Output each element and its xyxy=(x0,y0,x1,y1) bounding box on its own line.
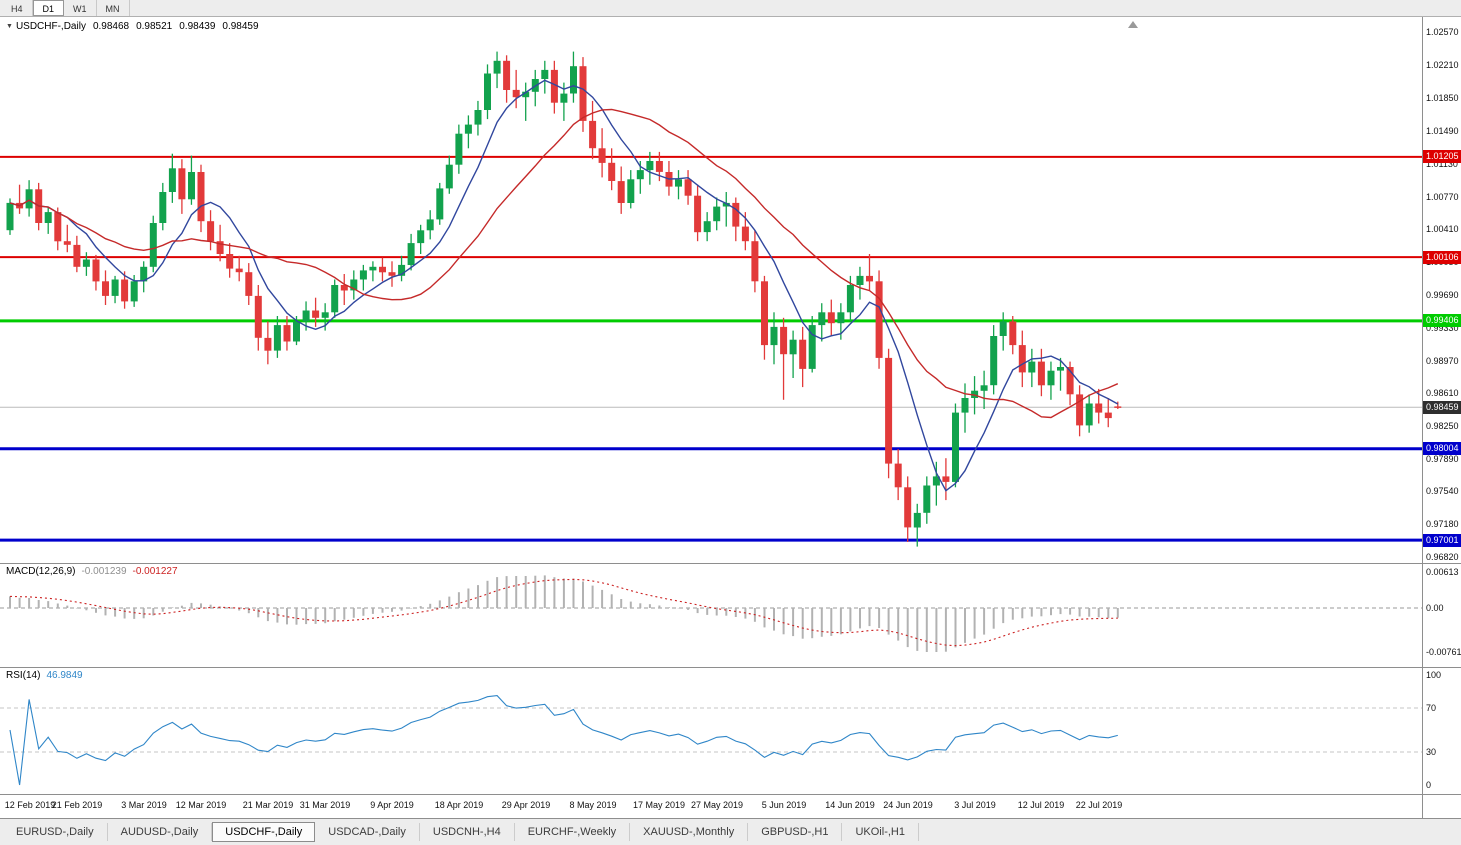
price-tick: 0.98610 xyxy=(1426,388,1459,398)
chart-tabs-bar: EURUSD-,Daily AUDUSD-,Daily USDCHF-,Daily U… xyxy=(0,818,1461,845)
tab-usdcnh-h4[interactable]: USDCNH-,H4 xyxy=(420,823,515,841)
tab-usdchf-daily[interactable]: USDCHF-,Daily xyxy=(212,822,316,842)
price-tick: 0.99330 xyxy=(1426,323,1459,333)
ohlc-low: 0.98439 xyxy=(179,21,216,32)
candlestick-chart[interactable] xyxy=(0,17,1422,563)
date-axis-row: 12 Feb 2019 21 Feb 2019 3 Mar 2019 12 Mar 2… xyxy=(0,794,1461,818)
rsi-tick: 100 xyxy=(1426,670,1442,680)
rsi-tick: 30 xyxy=(1426,747,1437,757)
macd-tick: -0.00761 xyxy=(1426,647,1461,657)
price-level-marker: 0.99406 xyxy=(1423,314,1461,327)
macd-chart[interactable] xyxy=(0,564,1422,666)
axis-corner xyxy=(1422,795,1461,818)
date-label: 12 Feb 2019 xyxy=(4,800,56,810)
macd-label: MACD(12,26,9) xyxy=(6,566,76,577)
timeframe-toolbar: H4 D1 W1 MN xyxy=(0,0,1461,17)
price-tick: 0.99690 xyxy=(1426,290,1459,300)
date-label: 5 Jun 2019 xyxy=(761,800,807,810)
ohlc-close: 0.98459 xyxy=(222,21,259,32)
timeframe-mn[interactable]: MN xyxy=(97,0,130,16)
price-tick: 0.97180 xyxy=(1426,519,1459,529)
chart-shift-marker-icon[interactable] xyxy=(1128,21,1138,28)
price-tick: 0.97540 xyxy=(1426,486,1459,496)
date-label: 31 Mar 2019 xyxy=(299,800,351,810)
tab-eurchf-weekly[interactable]: EURCHF-,Weekly xyxy=(515,823,631,841)
price-tick: 1.00410 xyxy=(1426,224,1459,234)
tab-audusd-daily[interactable]: AUDUSD-,Daily xyxy=(108,823,213,841)
date-label: 12 Jul 2019 xyxy=(1017,800,1065,810)
tab-gbpusd-h1[interactable]: GBPUSD-,H1 xyxy=(748,823,843,841)
tab-xauusd-monthly[interactable]: XAUUSD-,Monthly xyxy=(630,823,749,841)
timeframe-w1[interactable]: W1 xyxy=(64,0,97,16)
date-label: 9 Apr 2019 xyxy=(370,800,414,810)
price-tick: 0.98250 xyxy=(1426,421,1459,431)
price-tick: 1.02210 xyxy=(1426,60,1459,70)
rsi-panel: RSI(14) 46.9849 100 70 30 0 xyxy=(0,667,1461,794)
date-label: 18 Apr 2019 xyxy=(434,800,484,810)
main-chart-plot[interactable]: ▼ USDCHF-,Daily 0.98468 0.98521 0.98439 0.984… xyxy=(0,17,1422,563)
date-label: 29 Apr 2019 xyxy=(501,800,551,810)
rsi-tick: 0 xyxy=(1426,780,1432,790)
date-label: 27 May 2019 xyxy=(690,800,744,810)
price-tick: 1.02570 xyxy=(1426,27,1459,37)
price-tick: 1.01490 xyxy=(1426,126,1459,136)
price-level-marker: 0.97001 xyxy=(1423,534,1461,547)
ohlc-high: 0.98521 xyxy=(136,21,173,32)
main-chart-panel: ▼ USDCHF-,Daily 0.98468 0.98521 0.98439 0.984… xyxy=(0,17,1461,563)
date-label: 3 Mar 2019 xyxy=(121,800,167,810)
price-tick: 0.96820 xyxy=(1426,552,1459,562)
timeframe-h4[interactable]: H4 xyxy=(2,0,33,16)
macd-main-value: -0.001239 xyxy=(81,566,127,577)
rsi-tick: 70 xyxy=(1426,703,1437,713)
tab-usdcad-daily[interactable]: USDCAD-,Daily xyxy=(315,823,420,841)
rsi-header: RSI(14) 46.9849 xyxy=(6,670,83,681)
price-level-marker: 1.01205 xyxy=(1423,150,1461,163)
date-label: 3 Jul 2019 xyxy=(954,800,996,810)
price-tick: 1.01130 xyxy=(1426,159,1458,169)
date-label: 14 Jun 2019 xyxy=(825,800,875,810)
macd-panel: MACD(12,26,9) -0.001239 -0.001227 0.00613 0… xyxy=(0,563,1461,667)
rsi-value: 46.9849 xyxy=(46,670,83,681)
date-label: 17 May 2019 xyxy=(632,800,686,810)
macd-tick: 0.00 xyxy=(1426,603,1444,613)
price-tick: 1.00770 xyxy=(1426,192,1459,202)
macd-signal-value: -0.001227 xyxy=(132,566,178,577)
date-label: 8 May 2019 xyxy=(569,800,617,810)
date-label: 22 Jul 2019 xyxy=(1075,800,1123,810)
macd-header: MACD(12,26,9) -0.001239 -0.001227 xyxy=(6,566,178,577)
macd-axis[interactable]: 0.00613 0.00 -0.00761 xyxy=(1422,564,1461,667)
rsi-label: RSI(14) xyxy=(6,670,41,681)
macd-tick: 0.00613 xyxy=(1426,567,1459,577)
price-tick: 0.97890 xyxy=(1426,454,1459,464)
date-label: 12 Mar 2019 xyxy=(175,800,227,810)
symbol-triangle-icon: ▼ xyxy=(6,23,13,30)
rsi-axis[interactable]: 100 70 30 0 xyxy=(1422,668,1461,794)
macd-plot[interactable]: MACD(12,26,9) -0.001239 -0.001227 xyxy=(0,564,1422,667)
price-axis[interactable]: 1.02570 1.02210 1.01850 1.01490 1.01130 1.007… xyxy=(1422,17,1461,563)
price-tick: 0.98970 xyxy=(1426,356,1459,366)
chart-title: ▼ USDCHF-,Daily 0.98468 0.98521 0.98439 0.984… xyxy=(6,21,259,32)
price-level-marker: 1.00106 xyxy=(1423,251,1461,264)
tab-eurusd-daily[interactable]: EURUSD-,Daily xyxy=(3,823,108,841)
rsi-chart[interactable] xyxy=(0,668,1422,793)
tab-ukoil-h1[interactable]: UKOil-,H1 xyxy=(842,823,919,841)
price-tick: 1.01850 xyxy=(1426,93,1459,103)
date-label: 21 Mar 2019 xyxy=(242,800,294,810)
date-label: 24 Jun 2019 xyxy=(883,800,933,810)
date-label: 21 Feb 2019 xyxy=(51,800,103,810)
symbol-label: USDCHF-,Daily xyxy=(15,21,86,32)
price-level-marker: 0.98004 xyxy=(1423,442,1461,455)
current-price-marker: 0.98459 xyxy=(1423,401,1461,414)
rsi-plot[interactable]: RSI(14) 46.9849 xyxy=(0,668,1422,794)
timeframe-d1[interactable]: D1 xyxy=(32,0,65,16)
date-axis[interactable]: 12 Feb 2019 21 Feb 2019 3 Mar 2019 12 Mar 2… xyxy=(0,795,1422,818)
ohlc-open: 0.98468 xyxy=(92,21,130,32)
